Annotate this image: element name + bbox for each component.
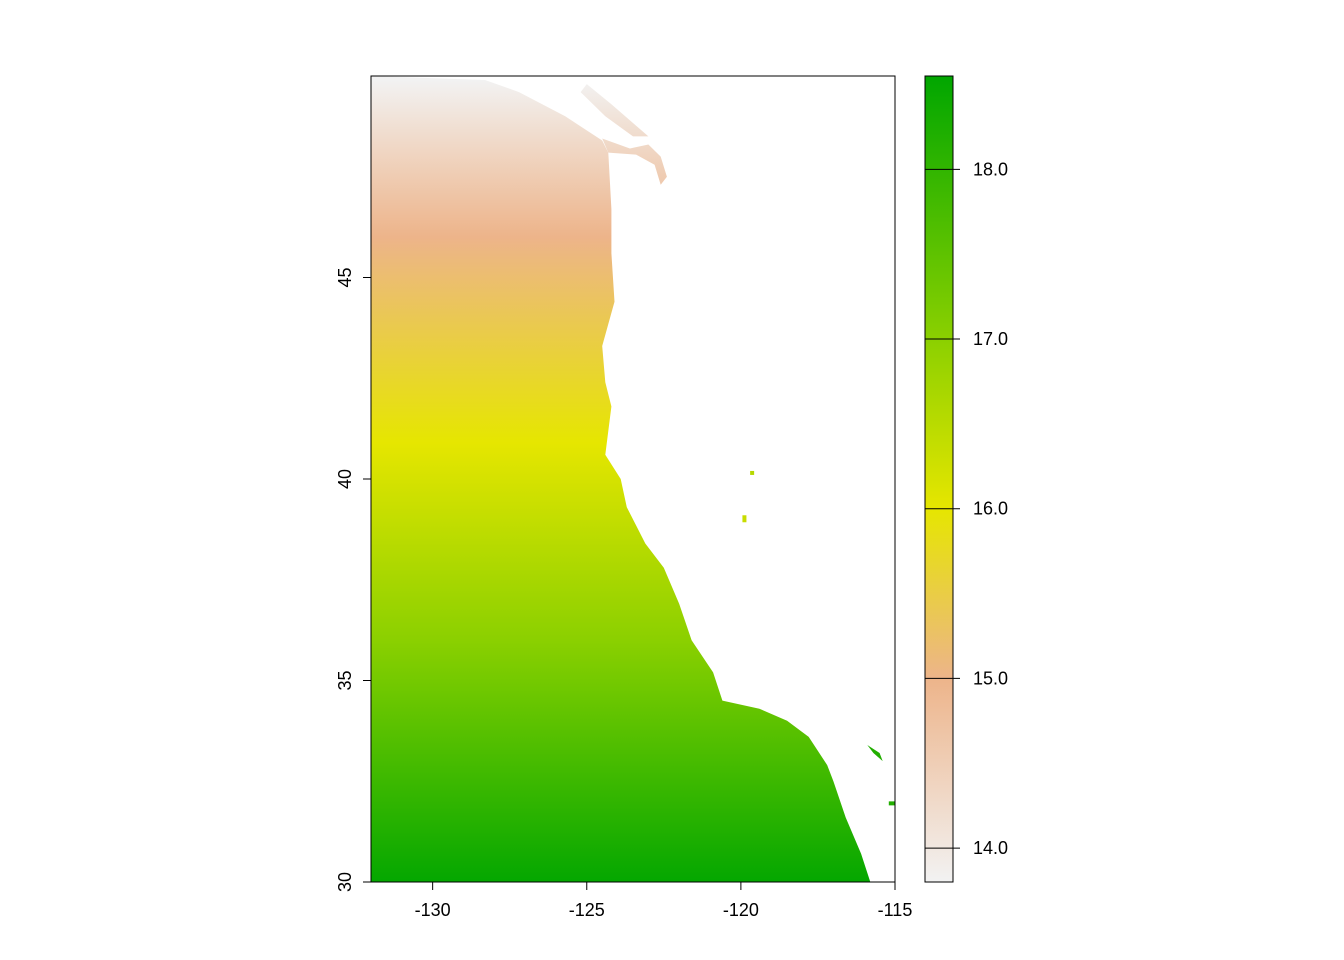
y-axis: 30 35 40 45 bbox=[335, 267, 372, 892]
y-tick-label: 40 bbox=[335, 469, 355, 489]
color-legend: 14.0 15.0 16.0 17.0 18.0 bbox=[924, 75, 1008, 883]
x-tick-label: -130 bbox=[415, 900, 451, 920]
island-pixel bbox=[750, 470, 755, 475]
x-tick-label: -120 bbox=[723, 900, 759, 920]
y-tick-label: 30 bbox=[335, 872, 355, 892]
y-tick-label: 35 bbox=[335, 670, 355, 690]
y-tick-label: 45 bbox=[335, 267, 355, 287]
x-axis: -130 -125 -120 -115 bbox=[415, 881, 913, 920]
legend-tick-label: 18.0 bbox=[973, 159, 1008, 179]
legend-tick-label: 15.0 bbox=[973, 668, 1008, 688]
ocean-raster bbox=[371, 76, 871, 882]
gulf-raster bbox=[867, 745, 895, 806]
legend-ticks: 14.0 15.0 16.0 17.0 18.0 bbox=[925, 159, 1008, 858]
legend-tick-label: 14.0 bbox=[973, 838, 1008, 858]
legend-tick-label: 16.0 bbox=[973, 499, 1008, 519]
legend-colorbar bbox=[924, 75, 954, 883]
x-tick-label: -115 bbox=[878, 900, 913, 920]
island-pixel bbox=[742, 515, 747, 523]
x-tick-label: -125 bbox=[569, 900, 605, 920]
raster-layer bbox=[371, 76, 895, 882]
inland-water-raster bbox=[580, 84, 667, 185]
legend-tick-label: 17.0 bbox=[973, 329, 1008, 349]
